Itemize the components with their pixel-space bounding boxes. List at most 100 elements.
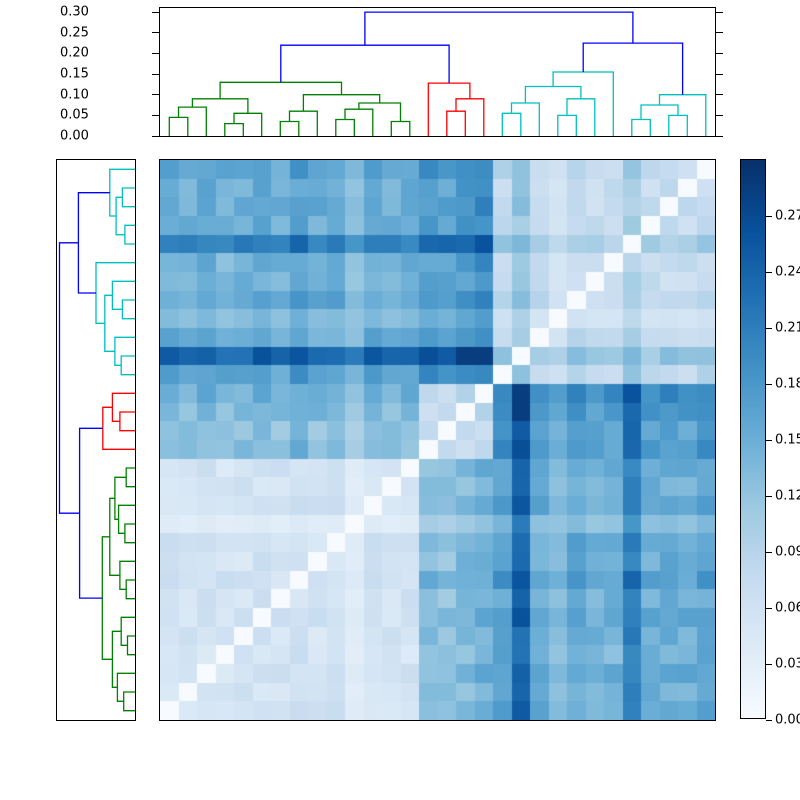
dendrogram-link — [390, 120, 411, 136]
top-axis-ytick-label: 0.25 — [60, 25, 89, 41]
colorbar-tick — [766, 719, 772, 721]
dendrogram-link — [364, 11, 634, 46]
dendrogram-link — [121, 299, 135, 320]
dendrogram-link — [109, 168, 135, 217]
dendrogram-link — [111, 392, 135, 422]
dendrogram-link — [109, 497, 120, 576]
distance-matrix-heatmap — [160, 160, 715, 720]
left-dendrogram — [58, 168, 135, 712]
top-axis-tick — [152, 135, 159, 137]
colorbar-axes — [740, 159, 766, 719]
top-axis-tick — [152, 52, 159, 54]
left-dendrogram-axes — [56, 159, 136, 721]
colorbar-tick-label: 0.27 — [775, 208, 800, 224]
heatmap-axes — [159, 159, 716, 721]
dendrogram-link — [111, 280, 135, 310]
top-axis-tick — [716, 32, 723, 34]
dendrogram-link — [114, 336, 135, 366]
dendrogram-link — [104, 294, 115, 352]
top-axis-ytick-label: 0.00 — [60, 128, 89, 144]
dendrogram-link — [566, 98, 596, 136]
top-axis-tick — [716, 94, 723, 96]
dendrogram-link — [102, 406, 135, 450]
dendrogram-link — [116, 672, 135, 702]
top-axis-tick — [152, 11, 159, 13]
colorbar-tick — [766, 271, 772, 273]
top-axis-ytick-label: 0.15 — [60, 66, 89, 82]
dendrogram-link — [219, 81, 343, 99]
colorbar-tick-label: 0.21 — [775, 320, 800, 336]
dendrogram-link — [668, 114, 688, 136]
dendrogram-link — [125, 579, 135, 600]
colorbar-tick-label: 0.09 — [775, 544, 800, 560]
dendrogram-link — [557, 114, 577, 136]
dendrogram-link — [126, 635, 135, 656]
colorbar-tick — [766, 327, 772, 329]
dendrogram-link — [358, 102, 402, 122]
top-axis-tick — [152, 114, 159, 116]
dendrogram-link — [115, 196, 125, 236]
top-axis-ytick-label: 0.30 — [60, 4, 89, 20]
dendrogram-link — [524, 85, 582, 103]
dendrogram-link — [114, 476, 127, 520]
top-axis-tick — [716, 114, 723, 116]
top-dendrogram — [168, 11, 707, 136]
colorbar-gradient — [741, 160, 765, 718]
top-dendrogram-axes — [159, 7, 716, 137]
dendrogram-link — [191, 98, 249, 114]
dendrogram-link — [177, 106, 207, 136]
colorbar-tick-label: 0.00 — [775, 712, 800, 728]
dendrogram-link — [224, 122, 244, 136]
colorbar-tick-label: 0.24 — [775, 264, 800, 280]
dendrogram-link — [78, 427, 103, 599]
dendrogram-link — [552, 71, 614, 136]
dendrogram-link — [427, 82, 471, 136]
dendrogram-link — [124, 224, 135, 245]
dendrogram-link — [510, 102, 540, 136]
top-axis-tick — [152, 73, 159, 75]
dendrogram-link — [344, 108, 374, 136]
dendrogram-link — [280, 44, 450, 84]
dendrogram-link — [335, 118, 355, 136]
dendrogram-link — [455, 98, 485, 136]
top-axis-ytick-label: 0.05 — [60, 107, 89, 123]
dendrogram-link — [233, 112, 263, 136]
dendrogram-link — [121, 187, 135, 208]
dendrogram-link — [582, 42, 684, 95]
colorbar-tick — [766, 215, 772, 217]
top-axis-ytick-label: 0.10 — [60, 87, 89, 103]
colorbar-tick-label: 0.18 — [775, 376, 800, 392]
dendrogram-link — [119, 411, 135, 432]
top-axis-tick — [716, 135, 723, 137]
dendrogram-link — [168, 116, 189, 136]
dendrogram-link — [501, 112, 522, 136]
top-axis-tick — [716, 73, 723, 75]
dendrogram-link — [279, 120, 300, 136]
top-axis-tick — [152, 94, 159, 96]
dendrogram-link — [123, 691, 135, 712]
colorbar-tick — [766, 495, 772, 497]
dendrogram-link — [446, 110, 466, 136]
colorbar-tick — [766, 439, 772, 441]
dendrogram-link — [101, 536, 113, 660]
dendrogram-link — [119, 560, 135, 590]
dendrogram-link — [120, 355, 135, 376]
dendrogram-link — [631, 118, 651, 136]
colorbar-tick — [766, 383, 772, 385]
colorbar-tick-label: 0.12 — [775, 488, 800, 504]
dendrogram-link — [640, 104, 679, 120]
dendrogram-link — [125, 467, 135, 488]
colorbar-tick — [766, 551, 772, 553]
colorbar-tick-label: 0.06 — [775, 600, 800, 616]
top-axis-tick — [716, 11, 723, 13]
colorbar-tick-label: 0.15 — [775, 432, 800, 448]
dendrogram-link — [117, 504, 135, 534]
dendrogram-link — [95, 262, 135, 324]
colorbar-tick-label: 0.03 — [775, 656, 800, 672]
dendrogram-link — [58, 242, 80, 514]
top-axis-tick — [716, 52, 723, 54]
dendrogram-link — [288, 110, 318, 136]
colorbar-tick — [766, 607, 772, 609]
top-axis-tick — [152, 32, 159, 34]
